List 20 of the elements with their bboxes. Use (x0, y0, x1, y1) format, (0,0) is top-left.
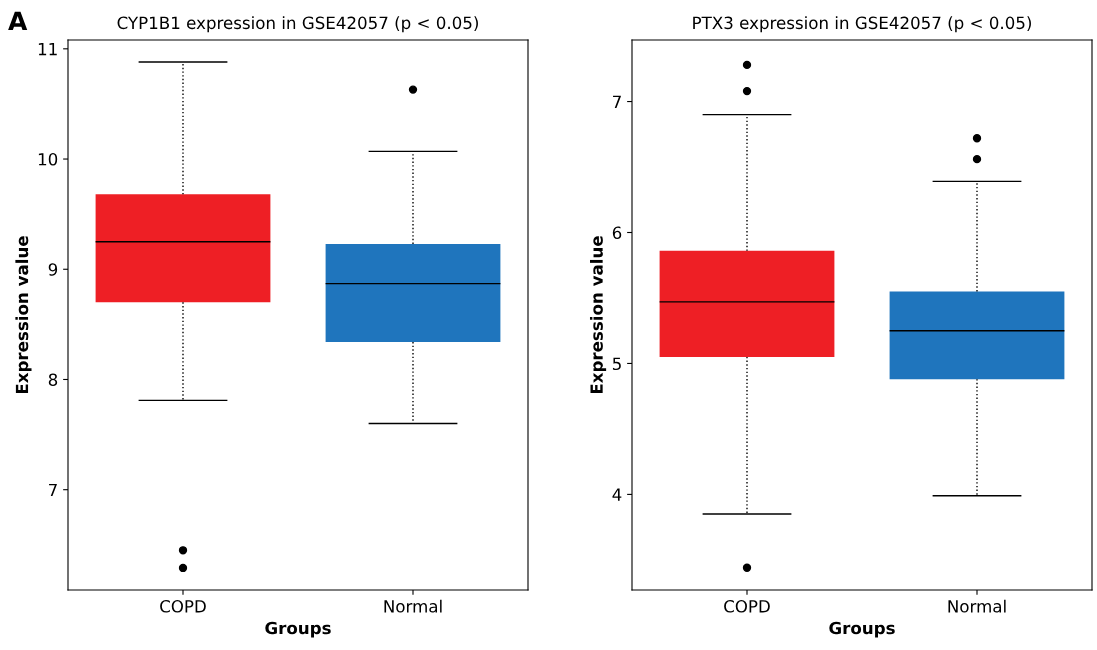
x-axis-title: Groups (265, 621, 331, 638)
y-axis-title: Expression value (15, 236, 32, 394)
y-tick-label: 6 (612, 226, 622, 240)
y-tick-label: 5 (612, 357, 621, 371)
x-tick-label: Normal (384, 599, 442, 613)
y-tick-label: 10 (38, 153, 58, 166)
y-tick-label: 7 (613, 95, 621, 108)
x-tick-label: COPD (724, 600, 770, 613)
y-tick-label: 7 (49, 483, 57, 497)
text: A (8, 11, 28, 30)
y-tick-label: 8 (48, 373, 58, 387)
chart-title: CYP1B1 expression in GSE42057 (p < 0.05) (117, 16, 478, 33)
y-axis-title: Expression value (589, 236, 607, 394)
x-axis-title: Groups (829, 621, 895, 638)
y-tick-label: 4 (612, 488, 622, 501)
chart-title: PTX3 expression in GSE42057 (p < 0.05) (693, 16, 1031, 33)
y-tick-label: 11 (38, 43, 57, 56)
x-tick-label: COPD (160, 600, 206, 613)
x-tick-label: Normal (948, 599, 1006, 613)
y-tick-label: 9 (48, 263, 58, 276)
